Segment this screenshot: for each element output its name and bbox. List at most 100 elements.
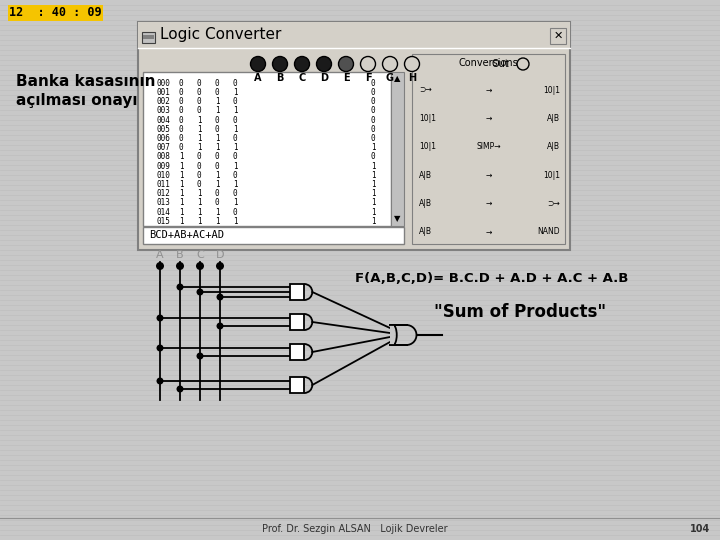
- Text: 1: 1: [179, 180, 184, 189]
- Text: C: C: [298, 73, 305, 83]
- Circle shape: [294, 57, 310, 71]
- Circle shape: [317, 57, 331, 71]
- Text: 001: 001: [156, 88, 170, 97]
- Text: →: →: [485, 114, 492, 123]
- Bar: [415, 107, 562, 130]
- Text: 011: 011: [156, 180, 170, 189]
- Text: 007: 007: [156, 143, 170, 152]
- Circle shape: [405, 57, 420, 71]
- Text: 0: 0: [197, 171, 202, 180]
- Text: ▼: ▼: [395, 214, 401, 224]
- Text: 0: 0: [215, 125, 220, 134]
- Text: 1: 1: [197, 125, 202, 134]
- Text: 1: 1: [371, 171, 375, 180]
- Circle shape: [176, 284, 184, 291]
- Circle shape: [216, 262, 224, 270]
- Text: 013: 013: [156, 199, 170, 207]
- Text: 1: 1: [371, 217, 375, 226]
- Text: Out: Out: [491, 59, 509, 69]
- Text: 0: 0: [371, 134, 375, 143]
- Circle shape: [176, 262, 184, 270]
- Text: 0: 0: [179, 134, 184, 143]
- Circle shape: [517, 58, 529, 70]
- Text: 1: 1: [215, 134, 220, 143]
- Circle shape: [338, 57, 354, 71]
- Text: 0: 0: [371, 116, 375, 125]
- Text: B: B: [276, 73, 284, 83]
- Text: 0: 0: [233, 116, 238, 125]
- Text: 1: 1: [233, 161, 238, 171]
- Text: 1: 1: [197, 199, 202, 207]
- Text: 004: 004: [156, 116, 170, 125]
- Text: 014: 014: [156, 208, 170, 217]
- Text: 0: 0: [197, 152, 202, 161]
- Text: 0: 0: [371, 97, 375, 106]
- Circle shape: [197, 288, 204, 295]
- Text: Banka kasasının: Banka kasasının: [16, 75, 156, 90]
- Text: 0: 0: [197, 106, 202, 116]
- Text: 0: 0: [197, 180, 202, 189]
- Text: 1: 1: [233, 106, 238, 116]
- Text: 1: 1: [233, 180, 238, 189]
- Circle shape: [217, 294, 223, 300]
- Bar: [391, 72, 404, 226]
- Text: 1: 1: [197, 143, 202, 152]
- Text: 0: 0: [233, 189, 238, 198]
- Text: E: E: [343, 73, 349, 83]
- Text: 1: 1: [215, 208, 220, 217]
- Text: 1: 1: [197, 189, 202, 198]
- Text: 10|1: 10|1: [543, 86, 560, 94]
- Text: A: A: [156, 250, 164, 260]
- Text: 1: 1: [197, 116, 202, 125]
- Bar: [415, 79, 562, 102]
- Text: 1: 1: [197, 134, 202, 143]
- Text: 0: 0: [215, 79, 220, 87]
- Bar: [390, 325, 394, 345]
- Text: 0: 0: [233, 171, 238, 180]
- Bar: [415, 164, 562, 186]
- Text: 10|1: 10|1: [543, 171, 560, 180]
- Text: 1: 1: [179, 152, 184, 161]
- Text: 1: 1: [233, 88, 238, 97]
- Text: ⊃→: ⊃→: [547, 199, 560, 208]
- Text: 1: 1: [179, 161, 184, 171]
- Text: 1: 1: [215, 106, 220, 116]
- Bar: [290, 284, 305, 300]
- Bar: [415, 136, 562, 158]
- Text: BCD+AB+AC+AD: BCD+AB+AC+AD: [149, 231, 224, 240]
- Text: A|B: A|B: [419, 199, 432, 208]
- Text: 1: 1: [233, 125, 238, 134]
- Text: F: F: [365, 73, 372, 83]
- Text: 104: 104: [690, 524, 710, 534]
- Text: 0: 0: [371, 125, 375, 134]
- Text: 0: 0: [215, 152, 220, 161]
- Bar: [8, 5, 103, 21]
- Text: 0: 0: [233, 79, 238, 87]
- Circle shape: [176, 386, 184, 393]
- Text: A|B: A|B: [419, 171, 432, 180]
- Text: 0: 0: [371, 79, 375, 87]
- Text: NAND: NAND: [537, 227, 560, 237]
- Text: C: C: [196, 250, 204, 260]
- Text: 0: 0: [179, 97, 184, 106]
- Circle shape: [156, 345, 163, 352]
- Text: 012: 012: [156, 189, 170, 198]
- Text: →: →: [485, 86, 492, 94]
- Text: 1: 1: [215, 217, 220, 226]
- Text: 006: 006: [156, 134, 170, 143]
- Text: 1: 1: [215, 180, 220, 189]
- Text: F(A,B,C,D)= B.C.D + A.D + A.C + A.B: F(A,B,C,D)= B.C.D + A.D + A.C + A.B: [355, 272, 629, 285]
- Text: 1: 1: [371, 199, 375, 207]
- Bar: [142, 32, 155, 43]
- Text: 12  : 40 : 09: 12 : 40 : 09: [9, 6, 102, 19]
- Text: 10|1: 10|1: [419, 143, 436, 151]
- Text: 0: 0: [215, 161, 220, 171]
- Text: 002: 002: [156, 97, 170, 106]
- Text: 009: 009: [156, 161, 170, 171]
- Text: 1: 1: [371, 189, 375, 198]
- Text: 008: 008: [156, 152, 170, 161]
- Text: ✕: ✕: [553, 31, 563, 41]
- Text: Conversions: Conversions: [459, 58, 518, 68]
- Text: 10|1: 10|1: [419, 114, 436, 123]
- Text: →: →: [485, 199, 492, 208]
